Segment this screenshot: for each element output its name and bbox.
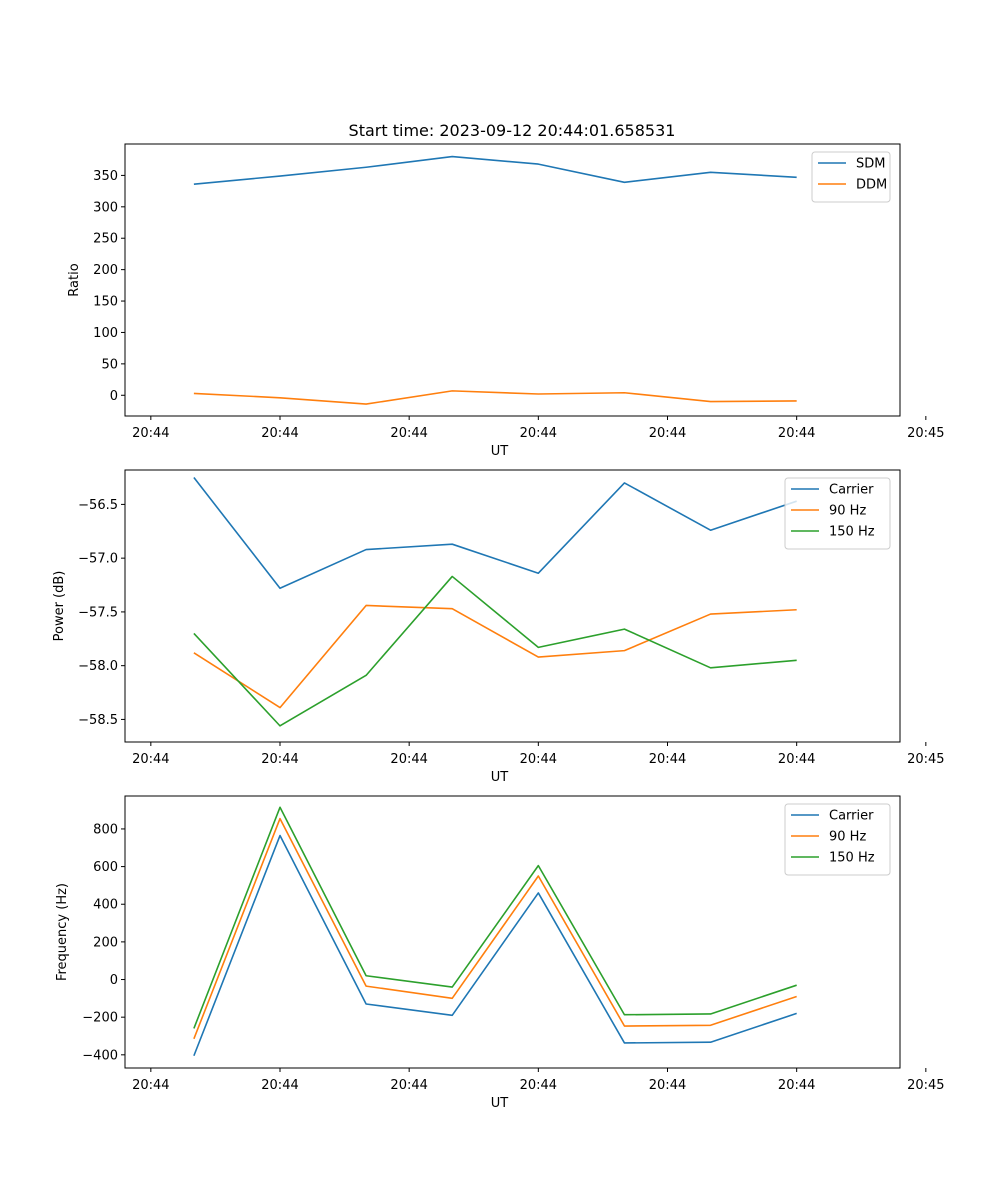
figure-title: Start time: 2023-09-12 20:44:01.658531: [349, 121, 676, 140]
legend-box: [811, 151, 891, 203]
series-line-150-hz: [193, 806, 797, 1029]
x-tick-label: 20:45: [907, 1078, 944, 1093]
y-tick-label: 250: [93, 232, 118, 247]
y-tick-label: −56.5: [78, 498, 118, 513]
legend-label-150-hz: 150 Hz: [829, 851, 875, 866]
x-tick-label: 20:44: [649, 426, 686, 441]
y-tick-label: 150: [93, 295, 118, 310]
x-axis-label: UT: [491, 770, 509, 785]
series-line-sdm: [193, 155, 797, 185]
x-tick-label: 20:44: [778, 426, 815, 441]
series-line-carrier: [193, 477, 797, 590]
legend: Carrier 90 Hz 150 Hz: [784, 803, 891, 876]
x-tick-label: 20:44: [649, 752, 686, 767]
legend-label-90-hz: 90 Hz: [829, 504, 866, 519]
x-tick-label: 20:44: [390, 426, 427, 441]
y-tick-label: 100: [93, 326, 118, 341]
y-tick-label: −58.5: [78, 713, 118, 728]
axes-frame: [124, 469, 901, 743]
x-tick-label: 20:44: [261, 752, 298, 767]
x-tick-label: 20:44: [649, 1078, 686, 1093]
x-tick-label: 20:44: [778, 1078, 815, 1093]
y-tick-label: 600: [93, 860, 118, 875]
x-tick-label: 20:44: [132, 1078, 169, 1093]
x-tick-label: 20:45: [907, 752, 944, 767]
chart-panel-1: 20:44 20:44 20:44 20:44 20:44 20:44 20:45 0 50 10…: [67, 143, 945, 459]
x-tick-label: 20:44: [261, 1078, 298, 1093]
x-tick-label: 20:44: [132, 752, 169, 767]
axes-frame: [124, 143, 901, 417]
x-axis-label: UT: [491, 1096, 509, 1111]
chart-panel-3: 20:44 20:44 20:44 20:44 20:44 20:44 20:45 −400 −…: [55, 795, 945, 1111]
y-tick-label: 350: [93, 169, 118, 184]
series-line-150-hz: [193, 575, 797, 727]
y-tick-label: −57.5: [78, 605, 118, 620]
legend-label-carrier: Carrier: [829, 483, 874, 498]
y-tick-label: −58.0: [78, 659, 118, 674]
x-tick-label: 20:44: [132, 426, 169, 441]
series-line-90-hz: [193, 817, 797, 1040]
legend-label-90-hz: 90 Hz: [829, 830, 866, 845]
series-line-90-hz: [193, 604, 797, 709]
chart-panel-2: 20:44 20:44 20:44 20:44 20:44 20:44 20:45 −58.5…: [52, 469, 945, 785]
y-axis-label: Ratio: [67, 263, 82, 296]
y-tick-label: 0: [110, 973, 118, 988]
x-tick-label: 20:45: [907, 426, 944, 441]
y-tick-label: 200: [93, 935, 118, 950]
x-axis-label: UT: [491, 444, 509, 459]
legend: Carrier 90 Hz 150 Hz: [784, 477, 891, 550]
x-tick-label: 20:44: [520, 752, 557, 767]
y-tick-label: −200: [82, 1011, 118, 1026]
legend-label-150-hz: 150 Hz: [829, 525, 875, 540]
x-tick-label: 20:44: [778, 752, 815, 767]
legend-label-carrier: Carrier: [829, 809, 874, 824]
x-tick-label: 20:44: [520, 426, 557, 441]
y-tick-label: 400: [93, 898, 118, 913]
x-tick-label: 20:44: [520, 1078, 557, 1093]
legend-label-ddm: DDM: [856, 178, 887, 193]
charts-container: 20:44 20:44 20:44 20:44 20:44 20:44 20:45 0 50 10…: [52, 143, 945, 1111]
series-line-ddm: [193, 390, 797, 405]
series-line-carrier: [193, 834, 797, 1057]
x-tick-label: 20:44: [390, 752, 427, 767]
x-tick-label: 20:44: [390, 1078, 427, 1093]
legend: SDM DDM: [811, 151, 891, 203]
y-axis-label: Power (dB): [52, 571, 67, 642]
y-tick-label: −57.0: [78, 552, 118, 567]
legend-label-sdm: SDM: [856, 157, 885, 172]
y-tick-label: −400: [82, 1048, 118, 1063]
y-tick-label: 300: [93, 200, 118, 215]
y-tick-label: 800: [93, 822, 118, 837]
y-tick-label: 0: [110, 389, 118, 404]
x-tick-label: 20:44: [261, 426, 298, 441]
y-tick-label: 200: [93, 263, 118, 278]
y-axis-label: Frequency (Hz): [55, 883, 70, 981]
y-tick-label: 50: [101, 357, 118, 372]
axes-frame: [124, 795, 901, 1069]
